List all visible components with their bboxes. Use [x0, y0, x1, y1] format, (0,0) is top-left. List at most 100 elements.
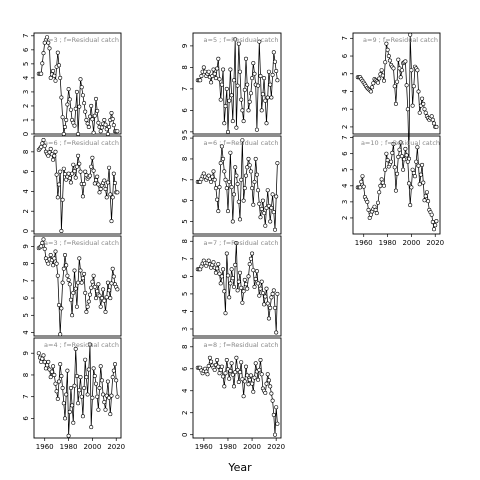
- data-point: [90, 395, 95, 400]
- y-tick-label: 2: [181, 410, 189, 414]
- data-point: [67, 409, 72, 414]
- data-point: [41, 138, 46, 143]
- data-point: [240, 300, 245, 305]
- y-tick-label: 6: [181, 274, 189, 279]
- data-point: [74, 373, 79, 378]
- panel-frame: [192, 135, 282, 235]
- data-point: [51, 263, 56, 268]
- data-point: [96, 182, 101, 187]
- data-point: [269, 391, 274, 396]
- data-point: [90, 155, 95, 160]
- panel-title: a=3 ; f=Residual catch: [44, 36, 119, 44]
- data-point: [92, 113, 97, 118]
- data-point: [110, 195, 115, 200]
- data-point: [64, 263, 69, 268]
- data-point: [224, 186, 229, 191]
- data-point: [236, 41, 241, 46]
- data-point: [392, 84, 397, 89]
- data-point: [406, 181, 411, 186]
- data-point: [107, 395, 112, 400]
- data-point: [378, 183, 383, 188]
- data-point: [105, 379, 110, 384]
- data-point: [78, 169, 83, 174]
- data-point: [242, 186, 247, 191]
- data-point: [78, 77, 83, 82]
- data-point: [52, 256, 57, 261]
- y-tick-label: 6: [22, 295, 30, 300]
- data-point: [426, 199, 431, 204]
- data-point: [235, 367, 240, 372]
- data-point: [253, 361, 258, 366]
- data-point: [244, 56, 249, 61]
- data-point: [266, 316, 271, 321]
- data-point: [409, 185, 414, 190]
- data-point: [233, 370, 238, 375]
- data-point: [239, 177, 244, 182]
- x-tick-label: 1980: [379, 239, 397, 247]
- data-point: [238, 69, 243, 74]
- data-point: [84, 118, 89, 123]
- y-tick-label: 5: [22, 62, 30, 66]
- data-point: [254, 127, 259, 132]
- data-point: [227, 295, 232, 300]
- data-point: [40, 240, 45, 245]
- data-point: [107, 125, 112, 130]
- data-point: [80, 93, 85, 98]
- data-point: [403, 146, 408, 151]
- data-point: [45, 363, 50, 368]
- x-tick-label: 1960: [195, 443, 213, 451]
- data-point: [48, 253, 53, 258]
- data-point: [375, 80, 380, 85]
- data-point: [58, 169, 63, 174]
- data-point: [405, 107, 410, 112]
- data-point: [247, 99, 252, 104]
- data-point: [210, 174, 215, 179]
- data-point: [246, 156, 251, 161]
- data-point: [416, 163, 421, 168]
- data-point: [395, 171, 400, 176]
- data-point: [265, 372, 270, 377]
- data-point: [228, 67, 233, 72]
- data-point: [215, 66, 220, 71]
- data-point: [94, 178, 99, 183]
- data-point: [115, 129, 120, 134]
- data-point: [258, 286, 263, 291]
- data-point: [111, 368, 116, 373]
- data-point: [91, 366, 96, 371]
- data-point: [409, 68, 414, 73]
- data-point: [397, 147, 402, 152]
- data-point: [241, 394, 246, 399]
- data-point: [266, 378, 271, 383]
- data-point: [104, 195, 109, 200]
- data-point: [230, 372, 235, 377]
- data-point: [65, 102, 70, 107]
- panel-frame: [352, 32, 441, 135]
- data-point: [89, 164, 94, 169]
- data-point: [245, 165, 250, 170]
- y-tick-label: 5: [181, 130, 189, 134]
- data-point: [206, 258, 211, 263]
- data-point: [42, 246, 47, 251]
- data-point: [89, 103, 94, 108]
- data-point: [259, 108, 264, 113]
- panel-title: a=4 ; f=Residual catch: [44, 341, 119, 349]
- data-point: [242, 277, 247, 282]
- data-point: [83, 357, 88, 362]
- data-point: [268, 219, 273, 224]
- data-point: [206, 69, 211, 74]
- data-point: [82, 182, 87, 187]
- y-tick-label: 0: [181, 432, 189, 436]
- data-point: [36, 351, 41, 356]
- y-tick-label: 5: [341, 72, 349, 76]
- data-point: [82, 271, 87, 276]
- data-point: [272, 59, 277, 64]
- data-point: [238, 217, 243, 222]
- data-point: [242, 87, 247, 92]
- data-point: [271, 50, 276, 55]
- data-point: [252, 375, 257, 380]
- y-tick-label: 6: [181, 366, 189, 371]
- data-point: [232, 284, 237, 289]
- data-point: [88, 342, 93, 347]
- data-point: [389, 159, 394, 164]
- data-point: [103, 122, 108, 127]
